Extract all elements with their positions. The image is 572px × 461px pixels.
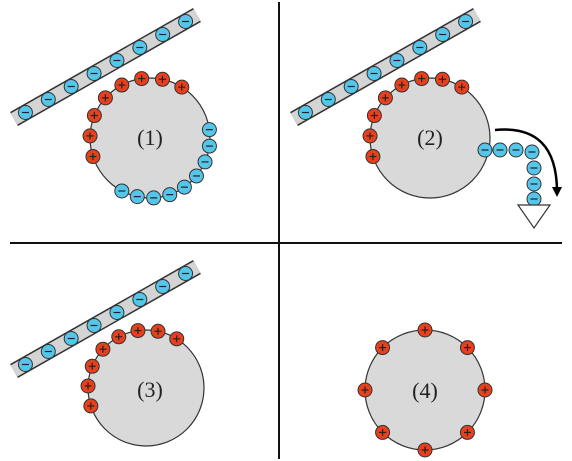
positive-charge <box>376 341 390 355</box>
panel-label: (2) <box>417 125 443 150</box>
positive-charge <box>415 72 429 86</box>
positive-charge <box>81 379 95 393</box>
negative-charge <box>413 41 427 55</box>
positive-charge <box>367 109 381 123</box>
positive-charge <box>478 383 492 397</box>
negative-charge <box>177 180 191 194</box>
positive-charge <box>378 91 392 105</box>
positive-charge <box>418 443 432 457</box>
negative-charge <box>527 161 541 175</box>
negative-charge <box>344 80 358 94</box>
negative-charge <box>156 280 170 294</box>
negative-charge <box>130 190 144 204</box>
positive-charge <box>96 342 110 356</box>
negative-charge <box>436 28 450 42</box>
negative-charge <box>87 67 101 81</box>
positive-charge <box>86 150 100 164</box>
positive-charge <box>83 129 97 143</box>
negative-charge <box>18 106 32 120</box>
positive-charge <box>455 80 469 94</box>
positive-charge <box>358 383 372 397</box>
positive-charge <box>435 72 449 86</box>
positive-charge <box>395 78 409 92</box>
negative-charge <box>41 93 55 107</box>
negative-charge <box>367 67 381 81</box>
arrow <box>495 130 557 192</box>
positive-charge <box>135 72 149 86</box>
positive-charge <box>363 129 377 143</box>
negative-charge <box>115 184 129 198</box>
negative-charge <box>525 145 539 159</box>
positive-charge <box>98 91 112 105</box>
negative-charge <box>163 188 177 202</box>
shapes <box>14 15 557 458</box>
negative-charge <box>64 80 78 94</box>
negative-charge <box>133 293 147 307</box>
negative-charge <box>64 332 78 346</box>
positive-charge <box>131 324 145 338</box>
negative-charge <box>527 192 541 206</box>
negative-charge <box>202 123 216 137</box>
positive-charge <box>460 425 474 439</box>
negative-charge <box>110 306 124 320</box>
ground <box>518 205 550 228</box>
negative-charge <box>179 267 193 281</box>
positive-charge <box>155 72 169 86</box>
negative-charge <box>202 139 216 153</box>
negative-charge <box>87 319 101 333</box>
negative-charge <box>41 345 55 359</box>
positive-charge <box>151 324 165 338</box>
negative-charge <box>493 143 507 157</box>
negative-charge <box>198 155 212 169</box>
positive-charge <box>460 341 474 355</box>
positive-charge <box>87 109 101 123</box>
negative-charge <box>478 143 492 157</box>
negative-charge <box>179 15 193 29</box>
positive-charge <box>175 80 189 94</box>
negative-charge <box>189 169 203 183</box>
negative-charge <box>133 41 147 55</box>
positive-charge <box>115 78 129 92</box>
positive-charge <box>418 323 432 337</box>
panel-label: (3) <box>137 377 163 402</box>
positive-charge <box>376 425 390 439</box>
positive-charge <box>170 332 184 346</box>
negative-charge <box>509 143 523 157</box>
negative-charge <box>147 191 161 205</box>
positive-charge <box>112 330 126 344</box>
negative-charge <box>390 54 404 68</box>
negative-charge <box>110 54 124 68</box>
positive-charge <box>84 399 98 413</box>
positive-charge <box>85 359 99 373</box>
diagram: (1) (2) (3) (4) <box>0 0 572 461</box>
positive-charge <box>366 150 380 164</box>
negative-charge <box>527 177 541 191</box>
negative-charge <box>321 93 335 107</box>
panel-label: (1) <box>137 125 163 150</box>
negative-charge <box>298 106 312 120</box>
negative-charge <box>18 358 32 372</box>
panel-label: (4) <box>412 378 438 403</box>
negative-charge <box>156 28 170 42</box>
negative-charge <box>459 15 473 29</box>
